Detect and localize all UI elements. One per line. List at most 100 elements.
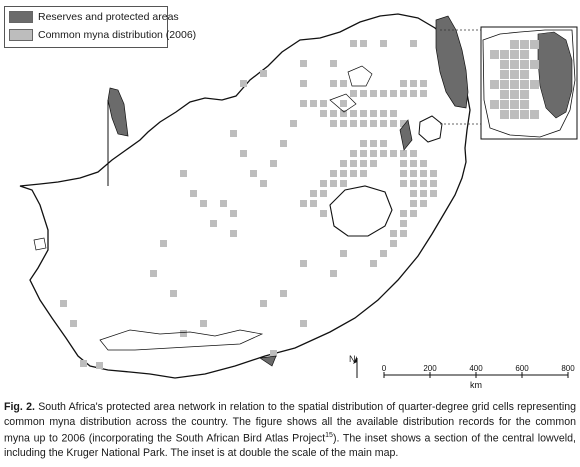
- distribution-cell: [330, 80, 337, 87]
- distribution-cells: [60, 40, 437, 369]
- distribution-cell: [400, 150, 407, 157]
- distribution-cell: [280, 140, 287, 147]
- distribution-cell: [320, 110, 327, 117]
- scale-bar: 0 200 400 600 800 km: [382, 364, 575, 390]
- distribution-cell: [60, 300, 67, 307]
- distribution-cell: [380, 90, 387, 97]
- inset-distribution-cell: [520, 70, 529, 79]
- distribution-cell: [300, 200, 307, 207]
- distribution-cell: [180, 330, 187, 337]
- map: 0 200 400 600 800 km: [19, 13, 578, 390]
- scale-tick-label: 400: [469, 364, 483, 373]
- scale-tick-label: 600: [515, 364, 529, 373]
- inset-distribution-cell: [490, 100, 499, 109]
- distribution-cell: [380, 150, 387, 157]
- north-label: N: [349, 354, 356, 364]
- distribution-cell: [230, 210, 237, 217]
- distribution-cell: [330, 120, 337, 127]
- distribution-cell: [190, 190, 197, 197]
- distribution-cell: [390, 110, 397, 117]
- distribution-cell: [330, 110, 337, 117]
- scale-tick-label: 0: [382, 364, 387, 373]
- distribution-cell: [260, 180, 267, 187]
- distribution-cell: [390, 120, 397, 127]
- inset-distribution-cell: [520, 40, 529, 49]
- distribution-cell: [400, 210, 407, 217]
- inset-distribution-cell: [530, 80, 539, 89]
- distribution-cell: [360, 110, 367, 117]
- inset-distribution-cell: [500, 100, 509, 109]
- legend-item-reserves: Reserves and protected areas: [9, 10, 179, 24]
- distribution-cell: [200, 200, 207, 207]
- inset-distribution-cell: [510, 50, 519, 59]
- inset-distribution-cell: [520, 80, 529, 89]
- distribution-cell: [370, 260, 377, 267]
- distribution-cell: [430, 180, 437, 187]
- inset-distribution-cell: [510, 60, 519, 69]
- country-outline: [19, 13, 471, 379]
- distribution-cell: [380, 140, 387, 147]
- distribution-cell: [300, 320, 307, 327]
- inset-distribution-cell: [510, 70, 519, 79]
- distribution-cell: [270, 160, 277, 167]
- inset-map: [480, 26, 578, 140]
- distribution-cell: [420, 180, 427, 187]
- distribution-cell: [360, 120, 367, 127]
- distribution-cell: [410, 170, 417, 177]
- distribution-cell: [380, 110, 387, 117]
- distribution-cell: [350, 40, 357, 47]
- distribution-cell: [80, 360, 87, 367]
- inset-distribution-cell: [520, 60, 529, 69]
- distribution-cell: [430, 170, 437, 177]
- distribution-cell: [320, 100, 327, 107]
- distribution-cell: [370, 150, 377, 157]
- distribution-cell: [240, 150, 247, 157]
- distribution-cell: [320, 180, 327, 187]
- distribution-cell: [410, 180, 417, 187]
- inset-distribution-cell: [530, 60, 539, 69]
- distribution-cell: [330, 60, 337, 67]
- north-reserve-2: [329, 93, 357, 113]
- distribution-cell: [300, 100, 307, 107]
- distribution-cell: [410, 90, 417, 97]
- inset-distribution-cell: [510, 100, 519, 109]
- distribution-cell: [360, 170, 367, 177]
- distribution-cell: [310, 100, 317, 107]
- distribution-cell: [420, 170, 427, 177]
- distribution-cell: [370, 160, 377, 167]
- kgalagadi-reserve: [107, 87, 129, 137]
- legend-swatch-reserves: [9, 11, 33, 23]
- inset-distribution-cell: [510, 80, 519, 89]
- distribution-cell: [340, 100, 347, 107]
- distribution-cell: [300, 60, 307, 67]
- distribution-cell: [260, 300, 267, 307]
- distribution-cell: [350, 120, 357, 127]
- scale-tick-label: 800: [561, 364, 575, 373]
- north-reserve-1: [347, 65, 373, 87]
- ridge-reserve-1: [99, 329, 264, 351]
- west-reserve: [33, 237, 47, 251]
- distribution-cell: [210, 220, 217, 227]
- distribution-cell: [400, 170, 407, 177]
- caption-fig-label: Fig.: [4, 401, 23, 413]
- distribution-cell: [400, 230, 407, 237]
- distribution-cell: [420, 200, 427, 207]
- caption-fig-number: 2.: [26, 401, 35, 413]
- distribution-cell: [200, 320, 207, 327]
- distribution-cell: [350, 90, 357, 97]
- distribution-cell: [410, 190, 417, 197]
- distribution-cell: [330, 170, 337, 177]
- caption-text-2: ). The inset shows a section of the cent…: [4, 432, 576, 460]
- distribution-cell: [410, 80, 417, 87]
- distribution-cell: [370, 140, 377, 147]
- distribution-cell: [250, 170, 257, 177]
- inset-distribution-cell: [530, 40, 539, 49]
- distribution-cell: [290, 120, 297, 127]
- distribution-cell: [390, 90, 397, 97]
- distribution-cell: [400, 80, 407, 87]
- distribution-cell: [230, 230, 237, 237]
- distribution-cell: [320, 190, 327, 197]
- distribution-cell: [170, 290, 177, 297]
- distribution-cell: [360, 150, 367, 157]
- reserves: [33, 15, 469, 367]
